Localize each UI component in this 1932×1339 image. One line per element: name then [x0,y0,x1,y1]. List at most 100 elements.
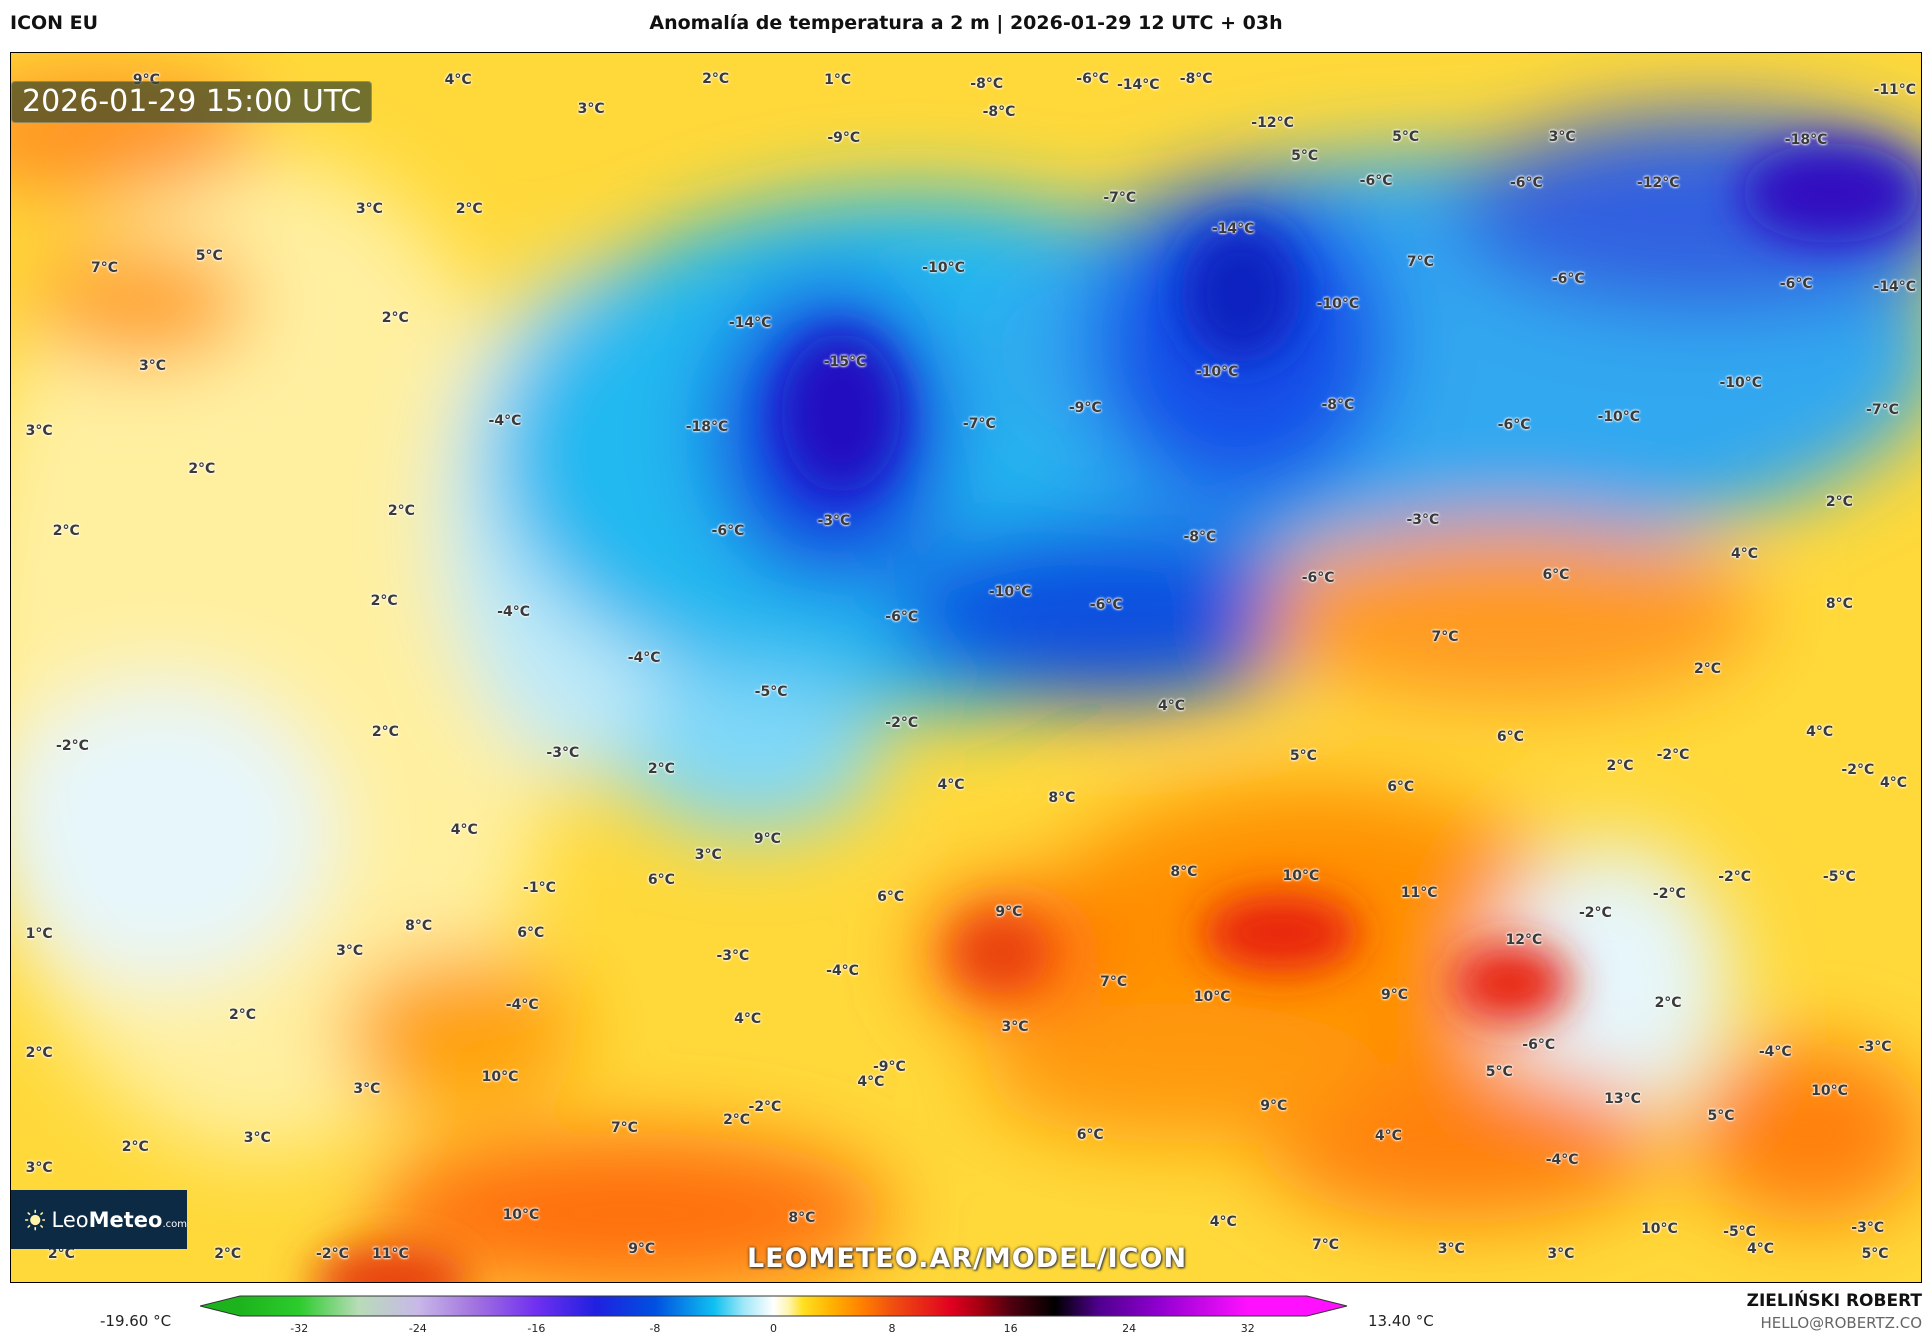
colorbar-tick-label: 8 [888,1322,896,1335]
temperature-label: -4°C [497,604,530,621]
temperature-label: -4°C [826,962,859,979]
temperature-label: -2°C [1841,761,1875,778]
temperature-label: -6°C [1497,416,1531,433]
temperature-label: -15°C [823,354,867,371]
temperature-label: -10°C [988,584,1032,601]
chart-title: Anomalía de temperatura a 2 m | 2026-01-… [649,12,1283,34]
temperature-label: 5°C [1291,148,1319,165]
logo-text-bold: Meteo [88,1207,163,1232]
temperature-label: -6°C [1509,175,1543,192]
temperature-label: 3°C [1547,1246,1575,1263]
temperature-label: 2°C [381,309,409,326]
logo-text: LeoMeteo.com [51,1208,187,1232]
temperature-label: 3°C [243,1130,271,1147]
watermark-url: LEOMETEO.AR/MODEL/ICON [746,1243,1188,1274]
temperature-label: 10°C [1193,988,1231,1005]
temperature-label: -10°C [1316,296,1360,313]
temperature-label: -7°C [962,415,996,432]
temperature-label: 5°C [1289,748,1317,765]
colorbar-tick-label: 16 [1003,1322,1018,1335]
temperature-label: 11°C [371,1246,409,1263]
colorbar-tick-label: -16 [527,1322,546,1335]
temperature-label: 6°C [1076,1126,1104,1143]
temperature-label: -2°C [1578,904,1612,921]
temperature-label: 8°C [405,918,433,935]
temperature-label: 2°C [121,1138,149,1155]
temperature-label: 10°C [1811,1083,1848,1100]
anomaly-field [11,53,1921,1282]
temperature-label: -6°C [1089,596,1123,613]
temperature-label: -9°C [872,1058,906,1075]
temperature-label: 9°C [628,1241,656,1258]
temperature-label: 9°C [1381,987,1409,1004]
temperature-label: 8°C [788,1210,816,1227]
temperature-label: -3°C [1406,511,1440,528]
temperature-label: 6°C [1387,779,1415,796]
temperature-label: -6°C [1522,1036,1556,1053]
sun-icon [25,1209,46,1230]
temperature-label: 2°C [228,1007,257,1024]
temperature-label: -4°C [1758,1044,1792,1061]
temperature-label: -4°C [1545,1152,1579,1169]
temperature-label: 8°C [1048,790,1076,807]
temperature-label: -14°C [1873,278,1917,295]
temperature-label: -2°C [1718,869,1752,886]
colorbar-tick-label: -8 [649,1322,661,1335]
leometeo-logo: LeoMeteo.com [11,1190,187,1249]
temperature-label: 4°C [1746,1241,1775,1258]
temperature-label: -3°C [716,947,750,964]
temperature-label: -6°C [1301,569,1335,586]
temperature-label: -8°C [1183,528,1217,545]
temperature-label: 3°C [353,1080,381,1097]
colorbar-min-label: -19.60 °C [100,1312,172,1330]
temperature-label: 11°C [1400,885,1438,902]
temperature-label: -5°C [1723,1223,1756,1240]
temperature-label: 2°C [647,760,675,777]
temperature-label: 2°C [188,461,216,478]
temperature-label: -2°C [316,1246,349,1263]
temperature-label: -10°C [1195,363,1239,380]
temperature-label: 7°C [1312,1237,1340,1254]
model-name: ICON EU [10,12,99,34]
temperature-label: 2°C [1654,994,1682,1011]
temperature-label: 2°C [723,1111,751,1128]
temperature-label: 4°C [450,822,478,839]
temperature-label: 6°C [517,924,545,941]
temperature-label: -14°C [1116,76,1160,93]
temperature-label: -3°C [1858,1039,1892,1056]
temperature-label: 4°C [1374,1127,1402,1144]
temperature-label: 7°C [1431,628,1459,645]
temperature-label: -5°C [754,684,788,701]
temperature-label: 8°C [1825,595,1853,612]
temperature-label: -4°C [488,413,522,430]
temperature-label: 4°C [1730,546,1758,563]
author-name: ZIELIŃSKI ROBERT [1746,1291,1922,1311]
temperature-label: 3°C [1001,1019,1029,1036]
temperature-label: -2°C [885,715,919,732]
temperature-label: 4°C [1880,775,1908,792]
temperature-label: 4°C [937,776,965,793]
temperature-label: 2°C [455,201,483,218]
temperature-label: -10°C [922,260,965,277]
temperature-label: 6°C [1496,728,1524,745]
temperature-label: -6°C [1076,70,1110,87]
temperature-label: 2°C [702,70,730,87]
temperature-label: 9°C [1260,1098,1288,1115]
temperature-label: 2°C [371,723,399,740]
temperature-label: -9°C [827,129,861,146]
temperature-label: 1°C [25,925,53,942]
temperature-label: 3°C [1437,1241,1465,1258]
temperature-label: -14°C [1211,220,1255,237]
temperature-label: -6°C [1779,276,1813,293]
temperature-label: -7°C [1866,402,1899,419]
temperature-label: -8°C [970,75,1004,92]
temperature-label: 10°C [1641,1221,1678,1238]
temperature-label: 4°C [734,1010,762,1027]
author-email: HELLO@ROBERTZ.CO [1760,1314,1922,1332]
temperature-label: 2°C [1694,660,1722,677]
temperature-label: 13°C [1604,1090,1641,1107]
temperature-label: 3°C [355,201,383,218]
temperature-label: 3°C [25,1159,53,1176]
temperature-label: -2°C [1652,886,1686,903]
temperature-label: -9°C [1068,399,1102,416]
